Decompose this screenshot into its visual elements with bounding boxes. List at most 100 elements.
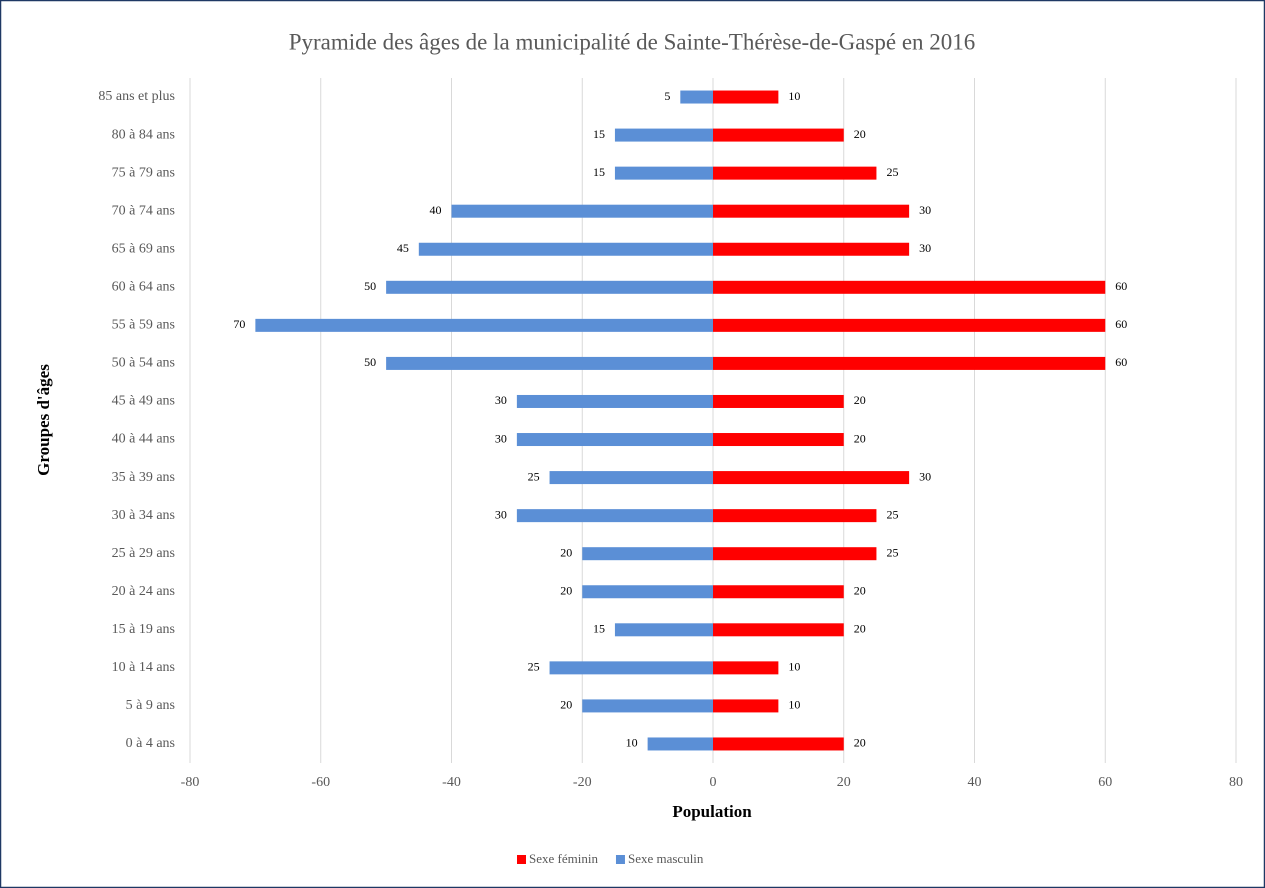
bar <box>418 242 713 256</box>
x-tick-label: -80 <box>181 775 200 790</box>
y-tick-label: 80 à 84 ans <box>112 127 175 142</box>
bar <box>713 547 877 561</box>
data-label: 15 <box>593 127 605 141</box>
bar <box>713 737 844 751</box>
bar <box>713 661 779 675</box>
bar <box>713 128 844 142</box>
data-label: 30 <box>919 203 931 217</box>
bar <box>713 280 1106 294</box>
x-axis-label: Population <box>672 802 752 821</box>
data-label: 40 <box>430 203 442 217</box>
bar <box>680 90 713 104</box>
legend-label: Sexe masculin <box>628 851 704 866</box>
y-tick-label: 20 à 24 ans <box>112 584 175 599</box>
bar <box>713 356 1106 370</box>
data-label: 20 <box>560 698 572 712</box>
bar <box>647 737 713 751</box>
data-label: 60 <box>1115 317 1127 331</box>
data-label: 30 <box>919 241 931 255</box>
data-label: 45 <box>397 241 409 255</box>
data-label: 5 <box>664 89 670 103</box>
bar <box>582 547 713 561</box>
y-tick-label: 60 à 64 ans <box>112 280 175 295</box>
data-label: 25 <box>528 469 540 483</box>
legend-swatch <box>517 855 526 864</box>
bar <box>451 204 713 218</box>
bar <box>582 585 713 599</box>
bar <box>713 623 844 637</box>
bar <box>713 242 910 256</box>
data-label: 10 <box>788 89 800 103</box>
x-tick-label: -40 <box>442 775 461 790</box>
x-tick-label: 0 <box>710 775 717 790</box>
bar <box>614 166 713 180</box>
data-label: 20 <box>560 584 572 598</box>
data-label: 25 <box>528 660 540 674</box>
bar <box>713 394 844 408</box>
data-label: 20 <box>560 545 572 559</box>
y-tick-label: 45 à 49 ans <box>112 394 175 409</box>
bar <box>713 471 910 485</box>
data-label: 10 <box>788 660 800 674</box>
data-label: 30 <box>495 393 507 407</box>
y-tick-label: 5 à 9 ans <box>126 698 175 713</box>
data-label: 30 <box>495 431 507 445</box>
data-label: 60 <box>1115 279 1127 293</box>
data-label: 20 <box>854 736 866 750</box>
data-label: 15 <box>593 165 605 179</box>
bar <box>516 394 713 408</box>
y-tick-label: 75 à 79 ans <box>112 165 175 180</box>
bar <box>549 661 713 675</box>
y-tick-label: 65 à 69 ans <box>112 241 175 256</box>
x-tick-label: 20 <box>837 775 851 790</box>
bar <box>713 433 844 447</box>
data-label: 20 <box>854 622 866 636</box>
data-label: 30 <box>495 507 507 521</box>
bar <box>713 585 844 599</box>
bar <box>549 471 713 485</box>
bar <box>386 280 713 294</box>
bar <box>255 318 713 332</box>
legend-swatch <box>615 855 625 864</box>
data-label: 10 <box>626 736 638 750</box>
y-tick-label: 30 à 34 ans <box>112 508 175 523</box>
data-label: 70 <box>233 317 245 331</box>
bar <box>386 356 713 370</box>
y-tick-label: 85 ans et plus <box>98 89 175 104</box>
data-label: 50 <box>364 279 376 293</box>
bar <box>713 166 877 180</box>
data-label: 10 <box>788 698 800 712</box>
y-tick-label: 35 à 39 ans <box>112 470 175 485</box>
bar <box>614 128 713 142</box>
bar <box>713 318 1106 332</box>
data-label: 20 <box>854 393 866 407</box>
bar <box>614 623 713 637</box>
bar <box>713 204 910 218</box>
data-label: 25 <box>886 545 898 559</box>
data-label: 20 <box>854 127 866 141</box>
x-tick-label: -60 <box>311 775 330 790</box>
x-tick-label: -20 <box>573 775 592 790</box>
x-tick-label: 40 <box>968 775 982 790</box>
data-label: 25 <box>886 507 898 521</box>
y-axis-label: Groupes d'âges <box>34 364 53 476</box>
data-label: 30 <box>919 469 931 483</box>
y-tick-label: 50 à 54 ans <box>112 356 175 371</box>
legend-label: Sexe féminin <box>529 851 598 866</box>
y-tick-label: 15 à 19 ans <box>112 622 175 637</box>
bar <box>516 509 713 523</box>
bar <box>713 509 877 523</box>
data-label: 25 <box>886 165 898 179</box>
y-tick-label: 55 à 59 ans <box>112 318 175 333</box>
x-tick-label: 80 <box>1229 775 1243 790</box>
data-label: 50 <box>364 355 376 369</box>
y-tick-label: 25 à 29 ans <box>112 546 175 561</box>
bar <box>713 699 779 713</box>
x-tick-label: 60 <box>1098 775 1112 790</box>
bar <box>582 699 713 713</box>
y-tick-label: 70 à 74 ans <box>112 203 175 218</box>
data-label: 20 <box>854 431 866 445</box>
bar <box>713 90 779 104</box>
